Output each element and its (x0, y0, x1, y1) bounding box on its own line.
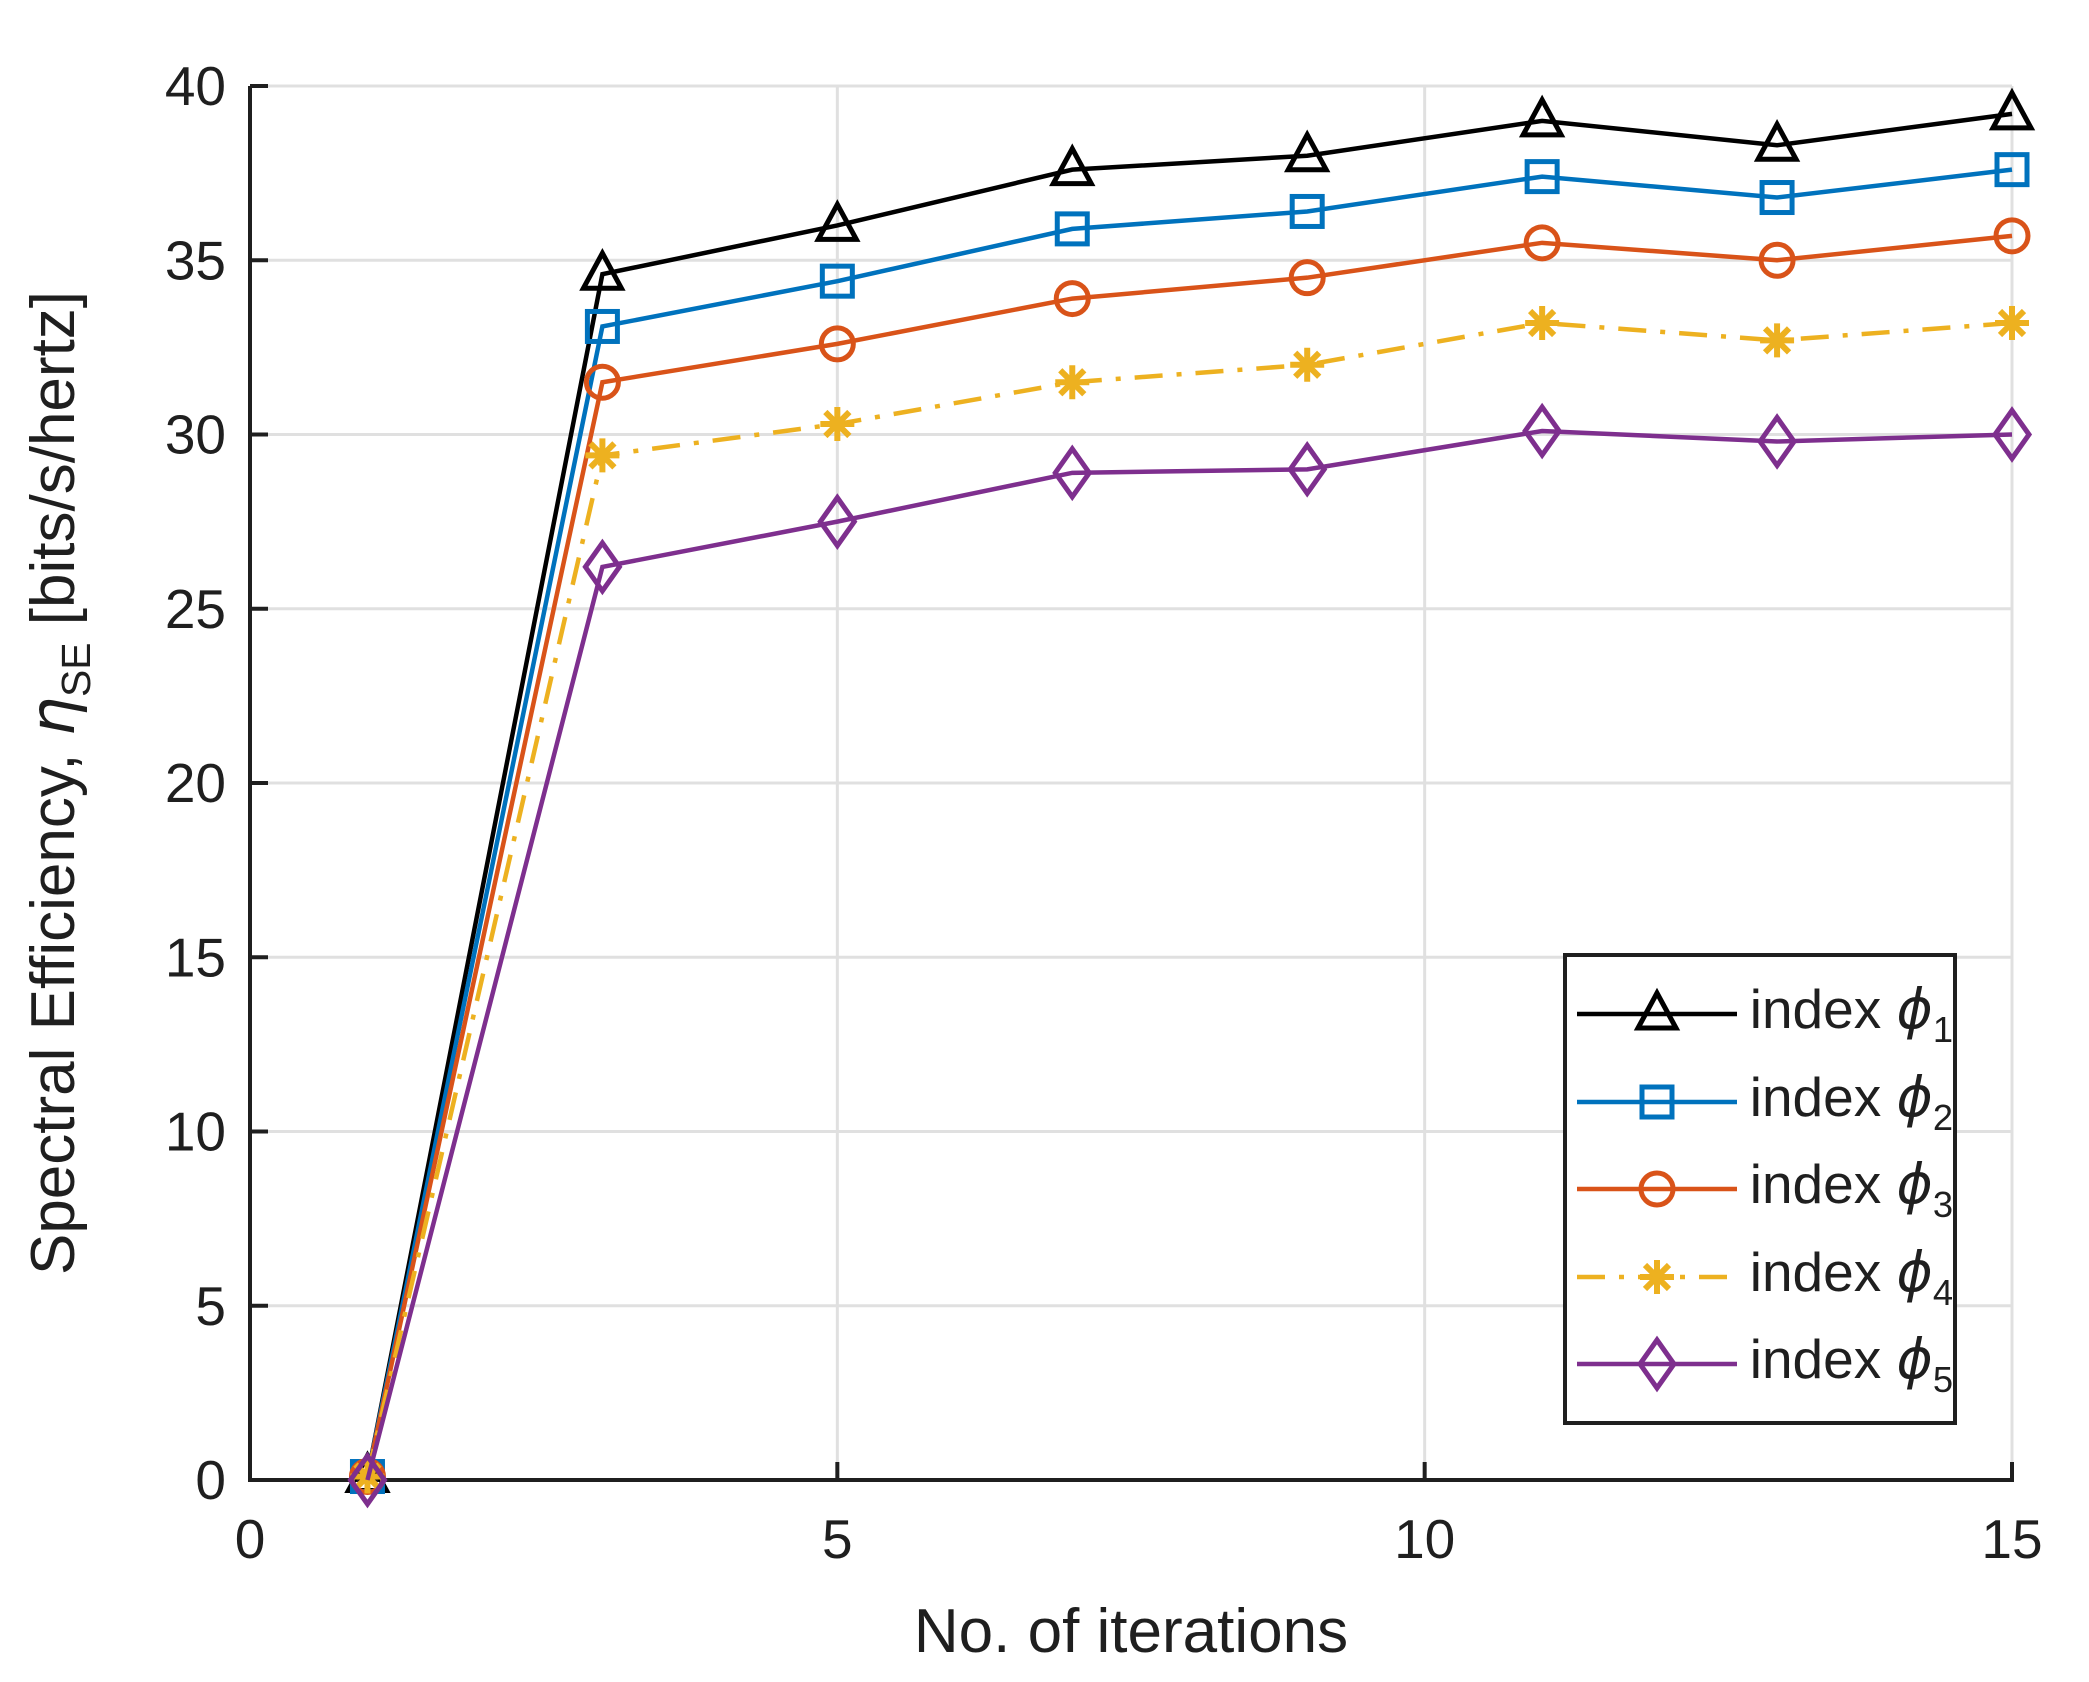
diamond-marker (1991, 406, 2033, 463)
asterisk-marker (820, 407, 855, 442)
y-tick-label: 40 (165, 55, 226, 117)
triangle-marker (1753, 119, 1801, 162)
legend: index ϕ1 index ϕ2 index ϕ3 index ϕ4 index ϕ5 (1563, 953, 1957, 1425)
asterisk-marker (1055, 365, 1090, 400)
legend-label: index ϕ5 (1749, 1327, 1953, 1400)
legend-item: index ϕ2 (1567, 1065, 1953, 1137)
triangle-marker (1988, 87, 2036, 131)
phi-symbol: ϕ (1896, 977, 1933, 1042)
circle-marker (1758, 241, 1796, 279)
circle-marker (1638, 1170, 1676, 1208)
y-tick-label: 5 (195, 1275, 226, 1337)
phi-symbol: ϕ (1896, 1152, 1933, 1217)
legend-label: index ϕ3 (1749, 1152, 1953, 1225)
y-tick-label: 0 (195, 1449, 226, 1511)
legend-item: index ϕ5 (1567, 1327, 1953, 1400)
square-marker (1759, 180, 1795, 216)
phi-symbol: ϕ (1896, 1064, 1933, 1129)
diamond-marker (1636, 1335, 1678, 1393)
diamond-marker (1757, 413, 1798, 470)
triangle-marker (1518, 94, 1566, 138)
square-marker (1054, 211, 1090, 247)
legend-label: index ϕ4 (1749, 1239, 1953, 1313)
asterisk-marker (1760, 323, 1795, 358)
legend-sample (1577, 1170, 1737, 1208)
asterisk-marker (585, 438, 620, 473)
circle-marker (818, 325, 856, 363)
series-2 (349, 152, 2030, 1495)
y-axis-label-subscript: SE (52, 642, 99, 698)
legend-sample (1577, 1335, 1737, 1393)
diamond-marker (1052, 444, 1093, 502)
x-tick-label: 10 (1394, 1508, 1455, 1570)
legend-sample (1577, 1259, 1737, 1294)
y-tick-label: 30 (165, 404, 226, 466)
legend-label: index ϕ1 (1749, 977, 1953, 1050)
y-tick-label: 10 (165, 1101, 226, 1163)
circle-marker (583, 363, 621, 401)
x-axis-label-text: No. of iterations (913, 1597, 1349, 1666)
square-marker (1639, 1084, 1675, 1119)
phi-symbol: ϕ (1896, 1327, 1933, 1392)
triangle-marker (1049, 143, 1096, 187)
x-tick-label: 5 (822, 1508, 853, 1570)
series-line (365, 233, 2013, 1477)
y-tick-label: 35 (165, 229, 226, 291)
legend-item: index ϕ3 (1567, 1152, 1953, 1225)
x-axis-label: No. of iterations (250, 1596, 2012, 1667)
series-line (365, 428, 2013, 1481)
x-tick-label: 0 (235, 1508, 266, 1570)
asterisk-marker (1290, 347, 1325, 382)
diamond-marker (582, 538, 623, 596)
square-marker (1289, 193, 1325, 229)
circle-marker (1288, 259, 1326, 297)
x-tick-label: 15 (1981, 1508, 2042, 1570)
legend-sample (1577, 1084, 1737, 1119)
asterisk-marker (1640, 1259, 1674, 1294)
square-marker (819, 263, 855, 299)
legend-item: index ϕ1 (1567, 977, 1953, 1050)
triangle-marker (1633, 987, 1681, 1031)
asterisk-marker (1525, 305, 1560, 340)
triangle-marker (1283, 129, 1331, 173)
y-tick-label: 15 (165, 926, 226, 988)
diamond-marker (1522, 402, 1563, 460)
eta-symbol: η (16, 697, 90, 737)
y-tick-label: 20 (165, 752, 226, 814)
square-marker (1524, 159, 1560, 195)
circle-marker (1523, 224, 1561, 262)
legend-label: index ϕ2 (1749, 1064, 1953, 1138)
series-5 (347, 402, 2033, 1509)
phi-symbol: ϕ (1896, 1239, 1933, 1304)
circle-marker (1993, 217, 2031, 255)
legend-sample (1577, 987, 1737, 1031)
y-axis-label-post: [bits/s/hertz] (19, 290, 89, 643)
legend-item: index ϕ4 (1567, 1240, 1953, 1312)
triangle-marker (814, 199, 861, 242)
y-tick-label: 25 (165, 578, 226, 640)
triangle-marker (579, 247, 626, 291)
square-marker (584, 308, 620, 344)
series-line (365, 167, 2013, 1477)
diamond-marker (1287, 441, 1328, 498)
square-marker (1994, 152, 2030, 188)
series-line (365, 111, 2013, 1477)
circle-marker (1053, 280, 1091, 318)
diamond-marker (817, 493, 858, 550)
asterisk-marker (1995, 305, 2029, 340)
y-axis-label: Spectral Efficiency, ηSE [bits/s/hertz] (16, 291, 100, 1275)
y-axis-label-pre: Spectral Efficiency, (19, 736, 89, 1276)
series-4 (350, 305, 2029, 1494)
diamond-marker (347, 1451, 388, 1509)
